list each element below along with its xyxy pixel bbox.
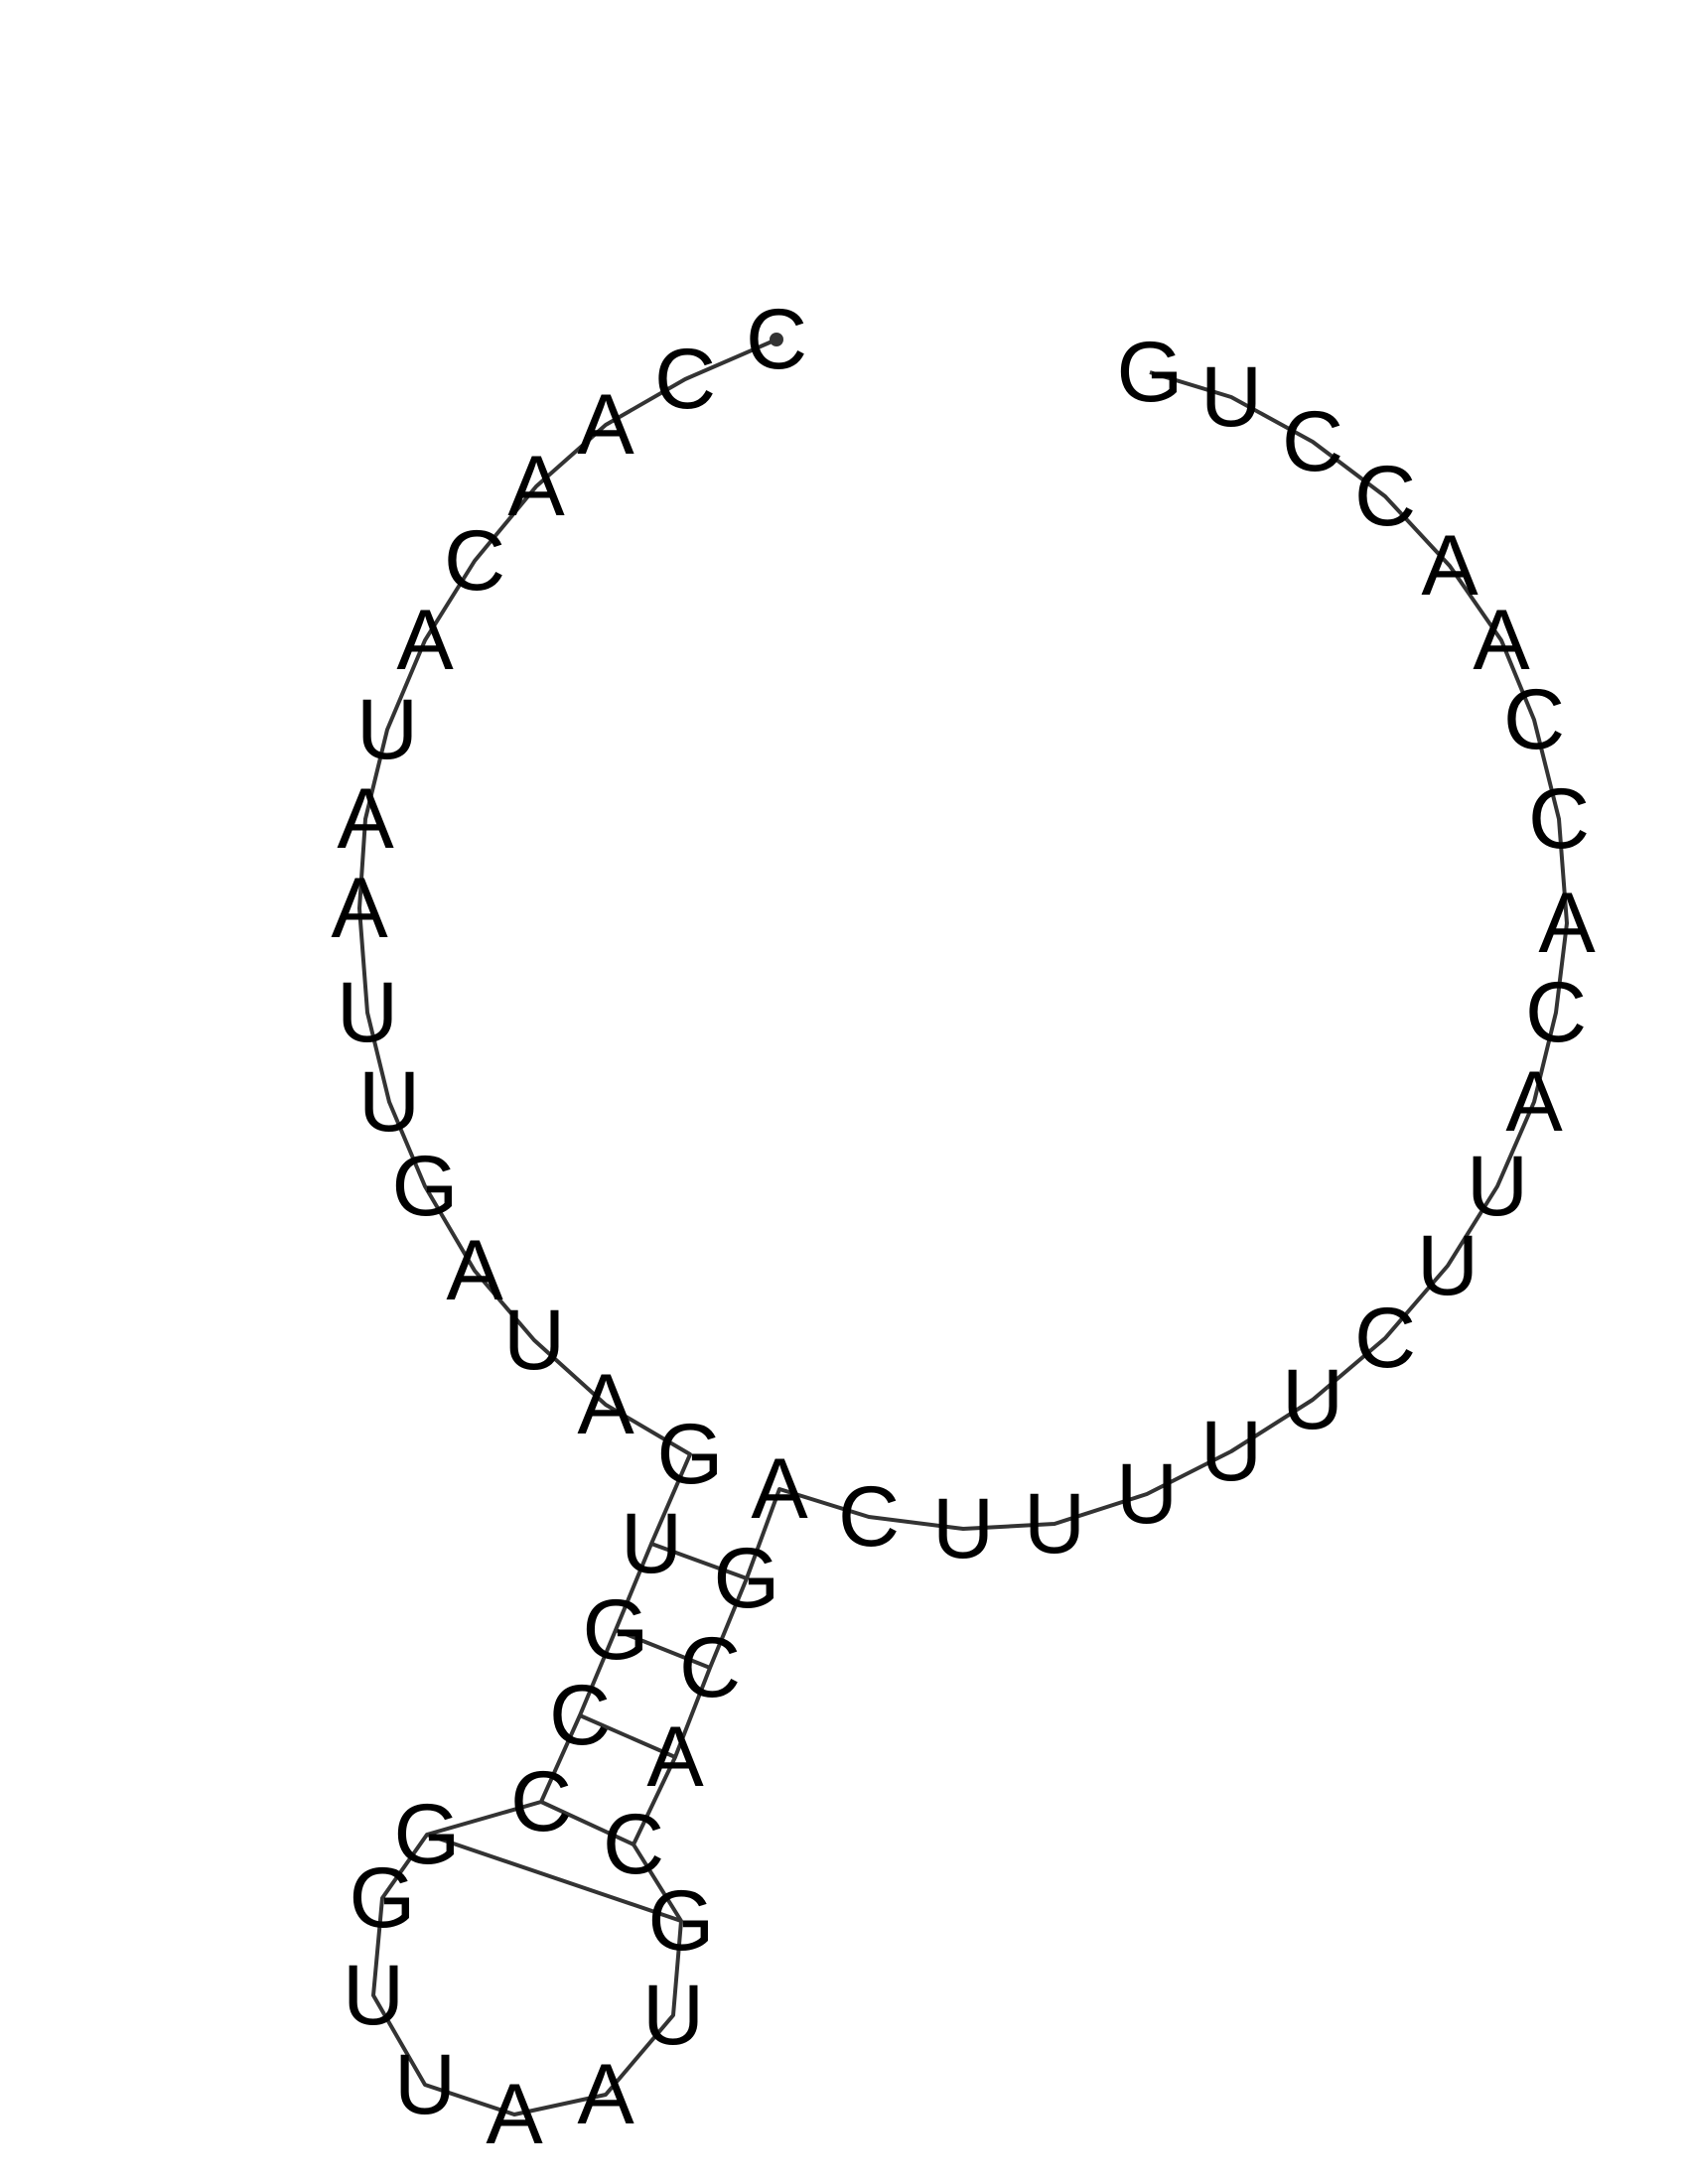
nucleotide-22: G [350, 1850, 416, 1946]
base-pair-line-3 [579, 1713, 676, 1759]
nucleotide-18: G [583, 1582, 649, 1678]
nucleotide-48: A [1473, 593, 1530, 688]
nucleotide-44: C [1525, 965, 1587, 1060]
nucleotide-41: U [1417, 1218, 1478, 1313]
nucleotide-12: G [392, 1139, 459, 1234]
nucleotide-11: U [358, 1054, 420, 1150]
nucleotide-47: C [1503, 672, 1565, 767]
nucleotide-4: A [507, 439, 565, 534]
nucleotide-20: C [510, 1754, 572, 1849]
rna-backbone [357, 338, 1569, 2116]
nucleotide-35: U [932, 1481, 994, 1576]
nucleotide-5: C [444, 513, 505, 609]
nucleotide-40: C [1354, 1291, 1416, 1386]
nucleotide-27: U [642, 1968, 704, 2063]
nucleotide-53: G [1117, 325, 1184, 420]
nucleotide-25: A [486, 2067, 543, 2162]
five-prime-end-marker [770, 333, 783, 346]
nucleotide-36: U [1024, 1476, 1085, 1571]
nucleotide-50: C [1354, 449, 1416, 544]
nucleotide-39: U [1282, 1352, 1343, 1447]
nucleotide-3: A [577, 377, 634, 473]
nucleotide-19: C [549, 1668, 611, 1763]
nucleotide-42: U [1467, 1139, 1528, 1234]
nucleotide-10: U [337, 965, 398, 1060]
base-pair-line-2 [615, 1628, 711, 1670]
base-pair-line-1 [650, 1542, 748, 1580]
nucleotide-52: U [1200, 349, 1262, 445]
nucleotide-43: A [1505, 1054, 1563, 1150]
nucleotide-45: A [1538, 876, 1596, 971]
nucleotide-46: C [1528, 771, 1590, 867]
nucleotide-1: C [746, 292, 807, 387]
nucleotide-9: A [331, 861, 388, 956]
nucleotide-51: C [1282, 394, 1343, 489]
nucleotide-24: U [394, 2037, 456, 2132]
nucleotide-33: A [751, 1441, 808, 1537]
nucleotide-21: G [394, 1787, 461, 1882]
nucleotide-7: U [356, 682, 418, 777]
nucleotide-29: C [603, 1797, 664, 1892]
nucleotide-13: A [446, 1223, 503, 1318]
nucleotide-30: A [646, 1709, 704, 1805]
base-pair-line-4 [540, 1800, 634, 1846]
nucleotide-38: U [1200, 1404, 1262, 1499]
nucleotide-23: U [343, 1948, 404, 2043]
nucleotide-17: U [621, 1496, 682, 1591]
nucleotide-14: U [503, 1293, 565, 1388]
nucleotide-49: A [1421, 518, 1478, 614]
nucleotide-31: C [679, 1620, 741, 1715]
nucleotide-15: A [577, 1357, 634, 1452]
nucleotide-6: A [396, 593, 454, 688]
nucleotide-16: G [657, 1407, 724, 1502]
base-pair-lines [426, 1542, 748, 1923]
nucleotide-26: A [577, 2047, 634, 2142]
base-pair-line-5 [426, 1833, 682, 1923]
nucleotide-32: G [714, 1531, 780, 1626]
nucleotide-28: G [648, 1873, 715, 1969]
nucleotide-2: C [654, 332, 716, 427]
nucleotide-8: A [337, 771, 394, 867]
nucleotide-37: U [1116, 1446, 1178, 1542]
nucleotide-34: C [838, 1469, 900, 1565]
